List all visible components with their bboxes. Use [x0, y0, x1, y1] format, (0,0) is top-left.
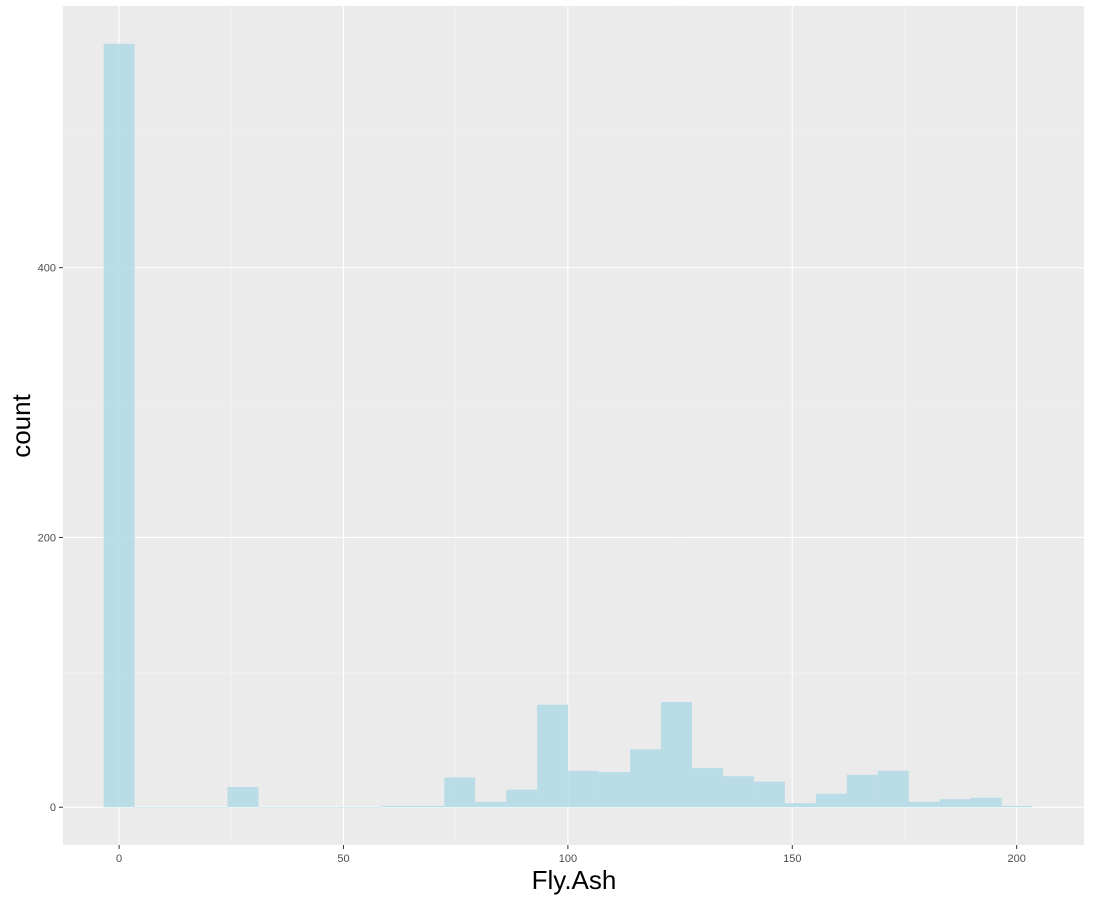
histogram-bar [506, 789, 538, 808]
histogram-bar [413, 805, 445, 808]
histogram-bar [691, 768, 723, 808]
histogram-bar [599, 772, 631, 808]
histogram-bar [289, 807, 321, 808]
x-tick-label: 100 [559, 853, 577, 865]
x-axis-ticks: 0 50 100 150 200 [116, 845, 1026, 865]
y-tick-label: 400 [38, 263, 56, 275]
histogram-bar [165, 807, 197, 808]
x-axis-title: Fly.Ash [532, 865, 617, 895]
histogram-bar [1001, 805, 1033, 808]
histogram-bar [475, 801, 507, 808]
minor-gridlines [63, 6, 1084, 845]
histogram-bar [351, 807, 383, 808]
y-tick-label: 200 [38, 532, 56, 544]
histogram-bar [784, 803, 816, 808]
histogram-bar [630, 749, 662, 808]
histogram-bar [970, 797, 1002, 808]
histogram-bar [258, 807, 290, 808]
histogram-bar [753, 781, 785, 808]
x-tick-label: 150 [783, 853, 801, 865]
histogram-bar [103, 43, 135, 808]
x-tick-label: 200 [1008, 853, 1026, 865]
histogram-bar [537, 704, 569, 808]
histogram-bar [134, 807, 166, 808]
x-tick-label: 0 [116, 853, 122, 865]
y-tick-label: 0 [50, 802, 56, 814]
histogram-bar [846, 774, 878, 808]
histogram-bar [196, 807, 228, 808]
histogram-bar [227, 786, 259, 808]
plot-panel [63, 6, 1084, 845]
histogram-bar [568, 770, 600, 808]
histogram-bar [722, 776, 754, 808]
histogram-bars [103, 43, 1033, 808]
histogram-bar [877, 770, 909, 808]
histogram-bar [908, 801, 940, 808]
histogram-bar [320, 807, 352, 808]
y-axis-title: count [6, 393, 36, 457]
histogram-bar [815, 793, 847, 808]
x-tick-label: 50 [337, 853, 349, 865]
histogram-bar [939, 799, 971, 808]
histogram-bar [444, 777, 476, 808]
histogram-bar [661, 702, 692, 808]
histogram-bar [382, 805, 414, 808]
y-axis-ticks: 0 200 400 [38, 263, 63, 814]
